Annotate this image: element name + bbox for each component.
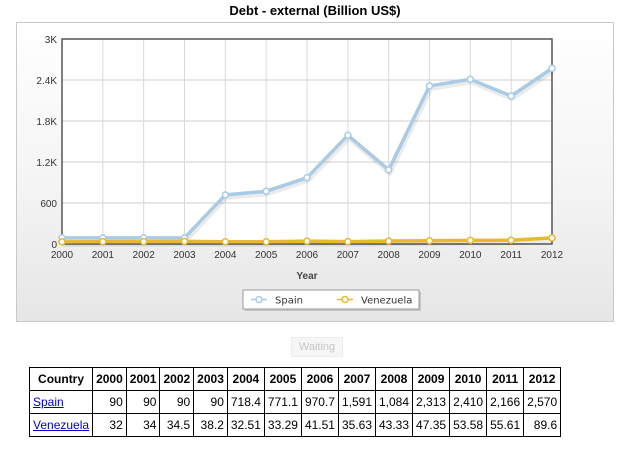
spain-point	[344, 131, 352, 140]
table-cell: 53.58	[449, 413, 488, 437]
y-tick-label: 0	[51, 240, 57, 251]
table-header-cell: 2007	[337, 367, 377, 391]
venezuela-point	[139, 237, 148, 246]
spain-point	[425, 82, 434, 90]
x-tick-label: 2009	[418, 250, 441, 261]
table-cell: 32.51	[226, 413, 265, 437]
venezuela-point	[425, 237, 434, 245]
x-tick-label: 2005	[255, 250, 278, 261]
table-cell: 2,166	[486, 390, 525, 414]
x-tick-label: 2011	[500, 250, 522, 261]
table-header-cell: 2009	[412, 367, 451, 391]
x-tick-label: 2006	[296, 250, 319, 261]
spain-point	[507, 92, 515, 100]
x-tick-label: 2003	[173, 250, 196, 261]
x-tick-label: 2004	[214, 250, 237, 261]
table-cell: 90	[92, 390, 127, 414]
table-row: Venezuela 32 34 34.5 38.2 32.51 33.29 41…	[28, 413, 562, 437]
table-cell: 89.6	[523, 413, 562, 437]
table-header-cell: 2010	[449, 367, 488, 391]
table-row: Spain 90 90 90 90 718.4 771.1 970.7 1,59…	[28, 390, 562, 414]
venezuela-point	[344, 237, 352, 246]
y-tick-label: 600	[40, 199, 57, 210]
table-cell: 90	[159, 390, 195, 414]
y-tick-label: 3K	[45, 35, 58, 46]
venezuela-point	[466, 236, 475, 245]
venezuela-legend-label: Venezuela	[361, 296, 412, 307]
table-cell: 55.61	[486, 413, 525, 437]
table-header-cell: 2008	[374, 367, 414, 391]
table-header-cell: 2001	[125, 367, 161, 391]
table-header-row: Country 2000 2001 2002 2003 2004 2005 20…	[28, 367, 562, 391]
table-cell: 90	[193, 390, 228, 414]
country-link[interactable]: Spain	[33, 395, 64, 409]
table-cell: 47.35	[412, 413, 451, 437]
table-header-cell: 2012	[523, 367, 562, 391]
table-cell: 2,410	[449, 390, 488, 414]
table-cell: 90	[125, 390, 161, 414]
table-cell: 1,591	[337, 390, 377, 414]
x-tick-label: 2008	[378, 250, 401, 261]
line-chart: 0 600 1.2K 1.8K 2.4K 3K 2000 2001 2002 2003 2004 20…	[36, 35, 564, 311]
table-header-cell: Country	[28, 367, 94, 391]
venezuela-point	[99, 237, 107, 246]
x-tick-label: 2010	[459, 250, 482, 261]
table-cell: 35.63	[337, 413, 377, 437]
table-cell: 2,570	[523, 390, 562, 414]
spain-point	[303, 173, 311, 182]
table-header-cell: 2002	[159, 367, 195, 391]
x-axis-label: Year	[296, 271, 317, 282]
country-cell: Venezuela	[28, 413, 94, 437]
table-cell: 34	[125, 413, 161, 437]
spain-point	[548, 64, 556, 73]
table-cell: 1,084	[374, 390, 414, 414]
venezuela-point	[303, 237, 311, 245]
data-table: Country 2000 2001 2002 2003 2004 2005 20…	[28, 367, 562, 437]
table-cell: 41.51	[300, 413, 339, 437]
spain-point	[466, 75, 475, 84]
x-tick-label: 2001	[92, 250, 115, 261]
country-link[interactable]: Venezuela	[33, 418, 90, 432]
y-tick-label: 1.8K	[36, 117, 57, 128]
table-cell: 34.5	[159, 413, 195, 437]
table-cell: 718.4	[226, 390, 265, 414]
country-cell: Spain	[28, 390, 94, 414]
table-header-cell: 2004	[226, 367, 265, 391]
waiting-indicator: Waiting	[291, 337, 343, 357]
venezuela-point	[262, 237, 270, 246]
table-header-cell: 2003	[193, 367, 228, 391]
table-header-cell: 2005	[263, 367, 302, 391]
table-header-cell: 2011	[486, 367, 525, 391]
table-cell: 32	[92, 413, 127, 437]
chart-panel: 0 600 1.2K 1.8K 2.4K 3K 2000 2001 2002 2003 2004 20…	[16, 22, 614, 322]
table-cell: 38.2	[193, 413, 228, 437]
venezuela-point	[548, 234, 556, 242]
venezuela-legend-marker	[341, 295, 349, 304]
spain-legend-label: Spain	[275, 296, 303, 307]
spain-legend-marker	[255, 295, 263, 304]
table-header-cell: 2000	[92, 367, 127, 391]
spain-point	[221, 191, 230, 199]
venezuela-point	[58, 238, 66, 246]
y-tick-label: 1.2K	[36, 158, 57, 169]
legend-box	[242, 289, 420, 310]
x-tick-label: 2007	[337, 250, 360, 261]
table-header-cell: 2006	[300, 367, 339, 391]
spain-point	[384, 166, 393, 174]
y-tick-label: 2.4K	[36, 76, 57, 87]
venezuela-point	[384, 237, 393, 245]
spain-point	[262, 187, 270, 196]
table-cell: 43.33	[374, 413, 414, 437]
table-cell: 33.29	[263, 413, 302, 437]
x-tick-label: 2012	[541, 250, 564, 261]
x-tick-label: 2002	[133, 250, 156, 261]
table-cell: 2,313	[412, 390, 451, 414]
venezuela-point	[507, 236, 515, 244]
x-tick-label: 2000	[51, 250, 74, 261]
table-cell: 970.7	[300, 390, 339, 414]
venezuela-point	[180, 237, 189, 246]
chart-title: Debt - external (Billion US$)	[229, 3, 401, 18]
table-cell: 771.1	[263, 390, 302, 414]
venezuela-point	[221, 238, 230, 246]
